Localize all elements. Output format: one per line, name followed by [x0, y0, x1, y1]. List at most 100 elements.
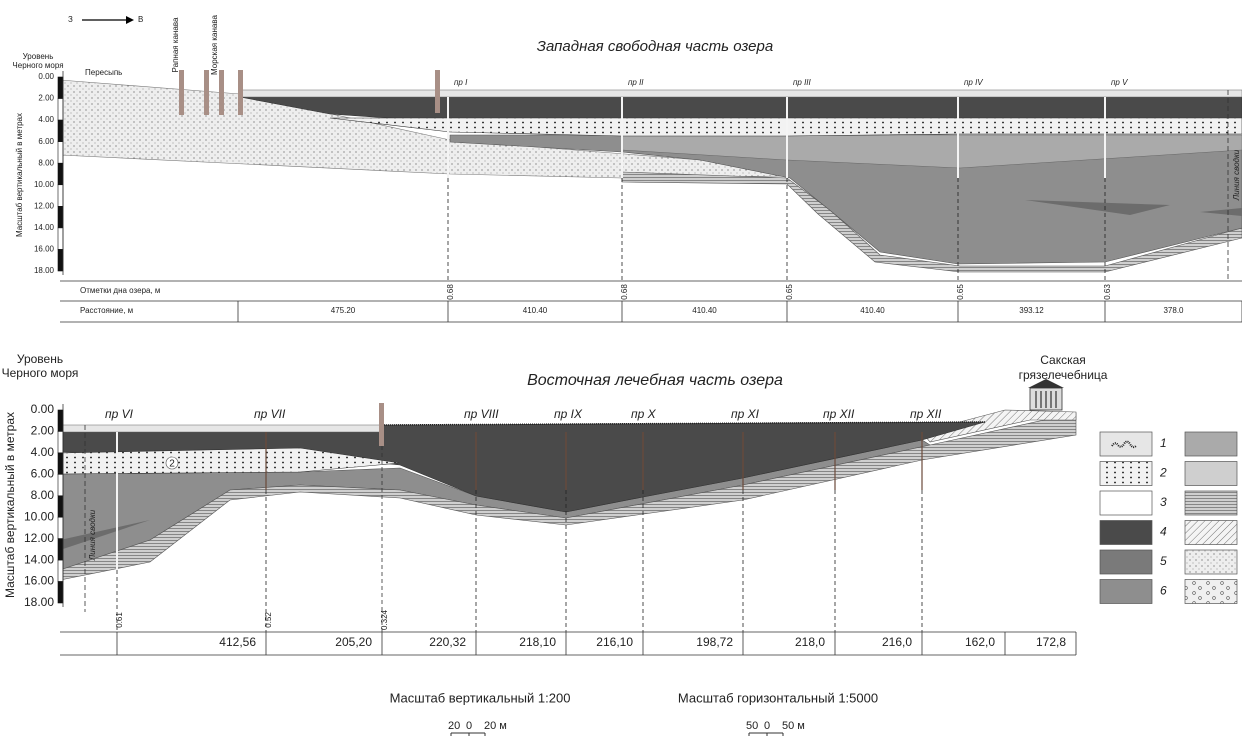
legend-label: 5 — [1160, 554, 1167, 568]
sea-level-label: Черного моря — [12, 61, 63, 70]
hospital-label: грязелечебница — [1019, 368, 1108, 382]
legend-label: 3 — [1160, 495, 1167, 509]
bottom-mark: 0.61 — [115, 612, 124, 628]
scale-segment — [58, 517, 63, 538]
profile-label: пр VIII — [464, 407, 499, 421]
direction: З — [68, 15, 73, 24]
profile-label: пр VII — [254, 407, 286, 421]
direction: В — [138, 15, 143, 24]
distance: 172,8 — [1036, 635, 1066, 649]
scale-tick: 0 — [466, 720, 472, 732]
profile-label: пр X — [631, 407, 657, 421]
canal — [179, 70, 184, 115]
canal — [238, 70, 243, 115]
bottom-mark: 0.63 — [1103, 284, 1112, 300]
legend-label: 1 — [1160, 436, 1167, 450]
profile-label: пр III — [793, 78, 812, 87]
legend-swatch — [1100, 462, 1152, 486]
bottom-mark: 0.65 — [956, 284, 965, 300]
water-strip — [60, 425, 382, 432]
legend-swatch — [1185, 462, 1237, 486]
bottom-mark: 0.65 — [785, 284, 794, 300]
axis-label: Масштаб вертикальный в метрах — [15, 113, 24, 237]
distance: 393.12 — [1019, 306, 1044, 315]
scale-tick: 20 — [448, 720, 460, 732]
depth-tick: 14.00 — [24, 552, 54, 566]
distance: 220,32 — [429, 635, 466, 649]
scale-segment — [58, 560, 63, 581]
bottom-mark: 0.324 — [380, 609, 389, 630]
profile-label: пр XII — [823, 407, 855, 421]
hospital-label: Сакская — [1040, 353, 1086, 367]
scale-segment — [58, 142, 63, 164]
section-diagram: ЗВЗападная свободная часть озераУровеньЧ… — [0, 0, 1242, 736]
scale-tick: 0 — [764, 720, 770, 732]
bottom-mark: 0.68 — [620, 284, 629, 300]
profile-label: пр IV — [964, 78, 983, 87]
depth-tick: 8.00 — [31, 488, 55, 502]
depth-tick: 12.00 — [24, 531, 54, 545]
scale-label: Масштаб вертикальный 1:200 — [390, 690, 571, 705]
distance: 198,72 — [696, 635, 733, 649]
scale-segment — [58, 77, 63, 99]
scale-segment — [58, 453, 63, 474]
row-label: Отметки дна озера, м — [80, 286, 160, 295]
canal — [219, 70, 224, 115]
legend-swatch — [1185, 521, 1237, 545]
canal — [435, 70, 440, 113]
fault-label: Линия сводки — [88, 509, 97, 561]
distance: 378.0 — [1163, 306, 1184, 315]
depth-tick: 6.00 — [31, 467, 55, 481]
depth-tick: 6.00 — [38, 137, 54, 146]
sea-level-label: Уровень — [23, 52, 54, 61]
distance: 475.20 — [331, 306, 356, 315]
depth-tick: 10.00 — [24, 509, 54, 523]
canal-label: Морская канава — [210, 14, 219, 74]
legend-swatch — [1100, 432, 1152, 456]
scale-segment — [58, 163, 63, 185]
depth-tick: 14.00 — [34, 223, 55, 232]
arrow-head — [126, 16, 134, 24]
profile-label: пр I — [454, 78, 468, 87]
row-label: Расстояние, м — [80, 306, 133, 315]
distance: 410.40 — [692, 306, 717, 315]
profile-label: пр VI — [105, 407, 134, 421]
scale-segment — [58, 185, 63, 207]
scale-segment — [58, 228, 63, 250]
water-strip — [240, 90, 1242, 97]
legend-swatch — [1100, 580, 1152, 604]
shore-label: Пересыпь — [85, 68, 122, 77]
scale-segment — [58, 206, 63, 228]
axis-label: Масштаб вертикальный в метрах — [3, 412, 17, 598]
legend-label: 4 — [1160, 525, 1167, 539]
section-title: Восточная лечебная часть озера — [527, 372, 783, 389]
legend-swatch — [1100, 521, 1152, 545]
depth-tick: 16.00 — [24, 574, 54, 588]
distance: 205,20 — [335, 635, 372, 649]
scale-tick: 20 м — [484, 720, 507, 732]
page: Разрез озера body{margin:0;background:#f… — [0, 0, 1242, 736]
canal — [379, 403, 384, 446]
scale-segment — [58, 496, 63, 517]
depth-tick: 2.00 — [31, 424, 55, 438]
profile-label: пр XI — [731, 407, 760, 421]
distance: 218,10 — [519, 635, 556, 649]
canal — [204, 70, 209, 115]
scale-segment — [58, 410, 63, 431]
canal-label: Рапная канава — [171, 17, 180, 72]
distance: 216,10 — [596, 635, 633, 649]
depth-tick: 4.00 — [38, 115, 54, 124]
scale-segment — [58, 474, 63, 495]
depth-tick: 18.00 — [24, 595, 54, 609]
distance: 410.40 — [523, 306, 548, 315]
body: {"direction":{"from":"З","to":"В"}, "top… — [0, 0, 1242, 736]
profile-label: пр XII — [910, 407, 942, 421]
scale-segment — [58, 431, 63, 452]
layer-note: 2 — [169, 459, 175, 470]
legend-label: 2 — [1159, 466, 1167, 480]
distance: 216,0 — [882, 635, 912, 649]
depth-tick: 18.00 — [34, 266, 55, 275]
sea-level-label: Уровень — [17, 352, 63, 366]
depth-tick: 0.00 — [31, 402, 55, 416]
profile-label: пр IX — [554, 407, 583, 421]
